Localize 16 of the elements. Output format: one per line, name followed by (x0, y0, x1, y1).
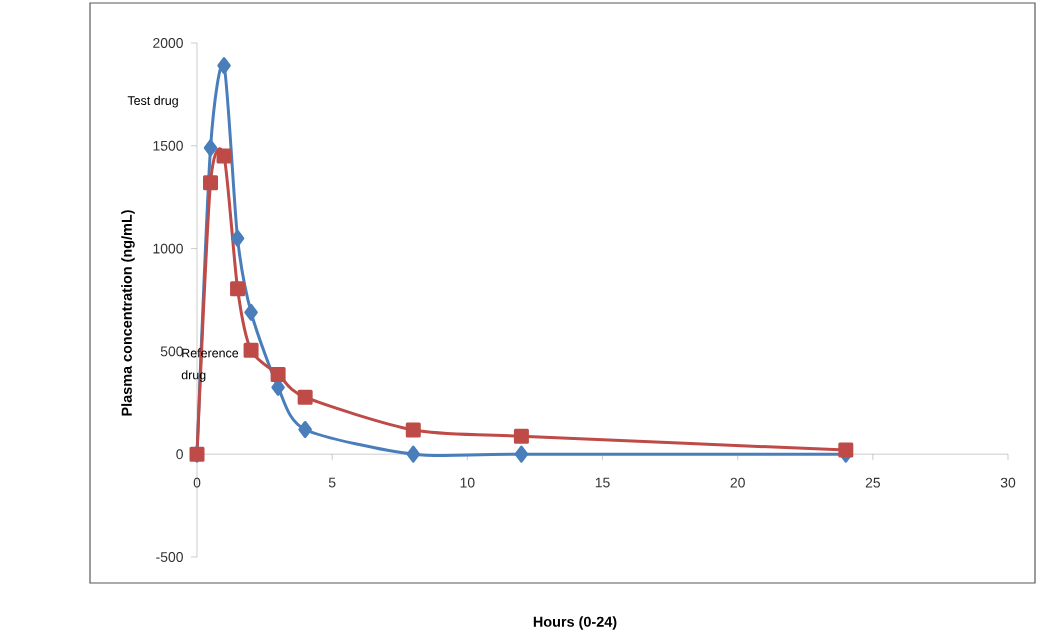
y-tick-label: 1500 (153, 140, 183, 151)
y-tick-label: 500 (160, 346, 183, 357)
x-tick-label: 30 (1000, 477, 1016, 488)
y-tick-label: 2000 (153, 38, 183, 48)
x-tick-label: 5 (328, 477, 336, 488)
x-axis-title: Hours (0-24) (533, 616, 617, 630)
text: Test drug (127, 95, 178, 108)
x-tick-label: 20 (730, 477, 745, 488)
y-axis-title: Plasma concentration (ng/mL) (121, 210, 135, 416)
y-tick-label: 1000 (153, 243, 183, 254)
y-tick-label: -500 (156, 552, 183, 562)
x-tick-label: 25 (865, 477, 881, 488)
x-tick-label: 0 (193, 477, 201, 488)
x-tick-label: 15 (595, 477, 610, 488)
x-tick-label: 10 (460, 477, 475, 488)
y-tick-label: 0 (176, 449, 183, 460)
